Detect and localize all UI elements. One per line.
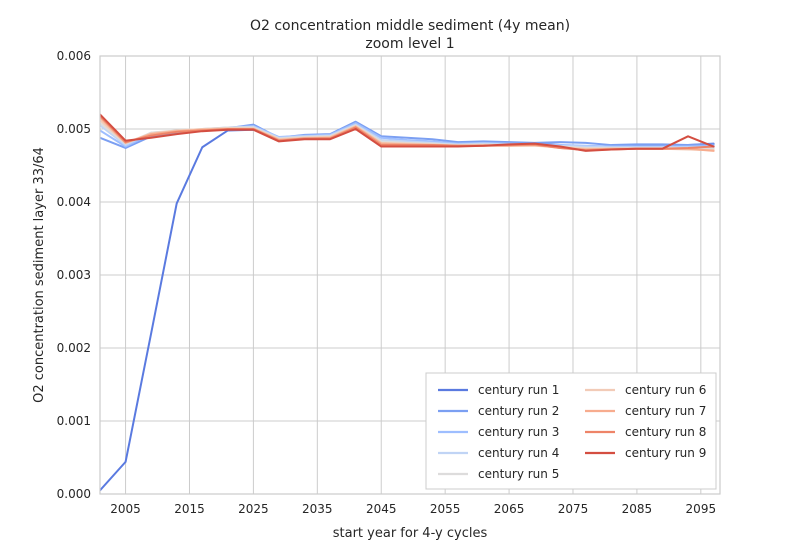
x-axis-label: start year for 4-y cycles	[333, 526, 488, 541]
axis-ticks: 2005 2015 2025 2035 2045 2055 2065 2075 2085 2095…	[57, 49, 716, 516]
legend-label: century run 5	[478, 467, 559, 481]
y-tick-label: 0.006	[57, 49, 91, 63]
y-tick-label: 0.002	[57, 341, 91, 355]
x-tick-label: 2005	[110, 502, 141, 516]
x-tick-label: 2095	[686, 502, 717, 516]
y-tick-label: 0.004	[57, 195, 91, 209]
series-line-9	[100, 113, 715, 152]
x-tick-label: 2045	[366, 502, 397, 516]
legend-label: century run 6	[625, 383, 706, 397]
legend-label: century run 8	[625, 425, 706, 439]
x-tick-label: 2055	[430, 502, 461, 516]
x-tick-label: 2075	[558, 502, 589, 516]
x-tick-label: 2015	[174, 502, 205, 516]
x-tick-label: 2035	[302, 502, 333, 516]
x-tick-label: 2065	[494, 502, 525, 516]
x-tick-label: 2025	[238, 502, 269, 516]
legend: century run 1 century run 2 century run 3 c…	[425, 372, 717, 490]
legend-box	[425, 372, 717, 490]
series-lines	[100, 113, 715, 492]
x-tick-label: 2085	[622, 502, 653, 516]
legend-label: century run 9	[625, 446, 706, 460]
legend-label: century run 2	[478, 404, 559, 418]
y-tick-label: 0.001	[57, 414, 91, 428]
y-axis-label: O2 concentration sediment layer 33/64	[32, 147, 47, 403]
chart-subtitle: zoom level 1	[365, 36, 454, 52]
plot-frame	[99, 55, 721, 495]
y-tick-label: 0.005	[57, 122, 91, 136]
y-tick-label: 0.003	[57, 268, 91, 282]
chart-title: O2 concentration middle sediment (4y mea…	[250, 18, 570, 34]
legend-label: century run 3	[478, 425, 559, 439]
y-tick-label: 0.000	[57, 487, 91, 501]
legend-label: century run 1	[478, 383, 559, 397]
legend-label: century run 4	[478, 446, 559, 460]
series-group	[100, 113, 715, 492]
legend-label: century run 7	[625, 404, 706, 418]
